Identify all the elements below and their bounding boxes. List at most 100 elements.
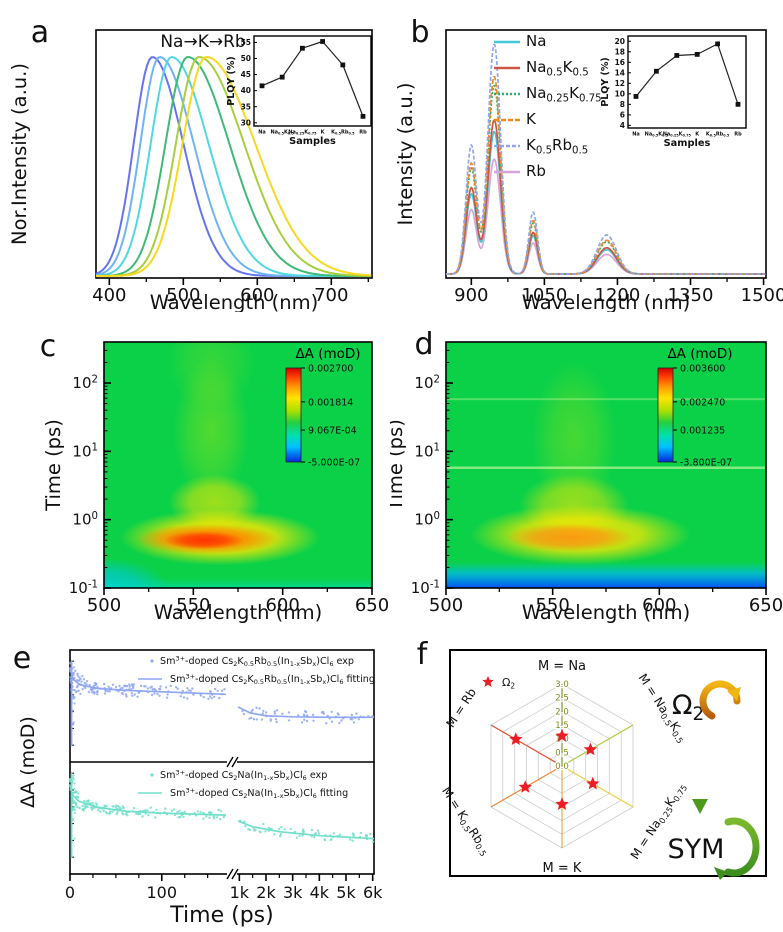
colorbar-label: 0.001235 [680,426,725,437]
inset-a-ylabel: PLQY (%) [226,56,237,105]
panel-d-xlabel: Wavelength (nm) [522,601,690,624]
radar-star [583,742,598,756]
inset-a-marker [340,62,346,68]
radar-rtick: 1.5 [555,721,569,731]
omega2-label: Ω2 [672,690,704,725]
colorbar-title: ΔA (moD) [667,346,732,362]
panel-c-chart: c 500 550 600 650 Wavelength (nm) Time (ps) 10-… [40,329,389,624]
inset-b-category: Na0.5K0.5 [645,132,669,138]
legend-star-icon [482,676,494,687]
xtick-label: 500 [429,595,463,616]
inset-b-marker [654,68,659,74]
xtick-label: 1200 [595,285,641,306]
panel-b-legend: Na Na0.5K0.5 Na0.25K0.75 K K0.5Rb0.5 Rb [494,32,602,180]
xtick-label: 4k [310,883,330,902]
radar-rtick: 2.0 [555,707,569,717]
xtick-label: 1350 [668,285,714,306]
inset-a-ytick: 55 [241,38,251,47]
xtick-label: 600 [240,285,274,306]
xtick-label: 400 [92,285,126,306]
heatmap-surface [446,342,766,588]
inset-a-marker [279,74,285,80]
panel-a-annotation: Na→K→Rb [160,32,245,52]
panel-d-chart: d 500 550 600 650 Wavelength (nm) Time (ps) 10-… [384,327,783,624]
xtick-label: 650 [355,595,389,616]
colorbar [285,367,302,463]
inset-a-category: Na [258,130,266,136]
xtick-label: 2k [256,883,276,902]
plot-frame [449,649,767,877]
inset-b-ytick: 4 [620,121,625,130]
colorbar-label: 0.002470 [680,397,725,408]
inset-a-marker [320,39,325,44]
xtick-label: 1050 [521,285,567,306]
inset-a-ytick: 30 [241,118,251,127]
legend-fit: Sm3+-doped Cs2K0.5Rb0.5(In1-xSbx)Cl6 fit… [170,672,375,686]
panel-f-letter: f [417,637,429,672]
inset-b-category: K [695,132,700,138]
radar-axis-label: M = Na [538,659,586,674]
legend-label: K0.5Rb0.5 [526,136,588,156]
heatmap-surface [104,342,372,588]
panel-b: b 900 1050 1200 1350 1500 Wavelength (nm) Inten… [390,0,783,316]
ytick-label: 102 [72,374,98,392]
decay-subplot-0: Sm3+-doped Cs2K0.5Rb0.5(In1-xSbx)Cl6 exp… [68,654,375,747]
panel-a-letter: a [31,15,49,50]
inset-a-category: Na0.25K0.75 [288,130,317,136]
inset-b-marker [674,53,680,58]
inset-b-marker [694,52,700,57]
radar-axis-label: M = K [543,861,582,876]
xtick-label: 100 [146,883,177,902]
ytick-label: 102 [414,374,440,392]
inset-a-category: K [321,130,326,136]
colorbar-label: -5.000E-07 [308,458,360,469]
xtick-label: 6k [363,883,383,902]
xtick-label: 5k [336,883,356,902]
omega2-arrowhead-icon [727,687,741,701]
panel-e-chart: e 0 100 1k 2k 3k 4k 5k 6k Time (ps) ΔA (moD) Sm3+-d… [13,641,383,928]
inset-a-box [253,35,372,127]
inset-b-box [627,35,747,129]
inset-b-ytick: 14 [615,68,625,77]
xtick-label: 600 [642,595,676,616]
radar-legend-label: Ω2 [502,676,515,690]
colorbar-label: 9.067E-04 [308,426,357,437]
xtick-label: 1k [230,883,250,902]
colorbar-title: ΔA (moD) [295,346,360,362]
xtick-label: 500 [166,285,200,306]
panel-a: a 400 500 600 700 Wavelength (nm) Nor.Intensit… [0,0,390,316]
panel-c-xlabel: Wavelength (nm) [154,601,322,624]
xtick-label: 550 [176,595,210,616]
inset-a-ytick: 35 [241,102,251,111]
panel-e-xlabel: Time (ps) [169,903,273,928]
panel-c-letter: c [40,329,57,364]
panel-e: e 0 100 1k 2k 3k 4k 5k 6k Time (ps) ΔA (moD) Sm3+-d… [0,624,390,932]
inset-b-ylabel: PLQY (%) [600,57,611,106]
xtick-label: 650 [749,595,783,616]
radar-star [518,780,532,793]
radar-axis-label: M = Rb [443,686,479,731]
inset-b-ytick: 18 [615,47,625,56]
ytick-label: 100 [72,511,98,529]
panel-d-ylabel: Time (ps) [390,419,407,512]
inset-b-ytick: 12 [615,79,625,88]
colorbar-label: 0.001814 [308,397,353,408]
inset-b-marker [633,94,639,99]
plot-frame [445,29,767,279]
inset-a-category: Na0.5K0.5 [270,130,294,136]
radar-rtick: 1.0 [555,735,569,745]
xtick-label: 1500 [741,285,783,306]
radar-rtick: 0.5 [555,748,569,758]
radar-rtick: 2.5 [555,694,569,704]
legend-fit: Sm3+-doped Cs2Na(In1-xSbx)Cl6 fitting [170,786,348,800]
inset-a-xlabel: Samples [289,136,336,147]
sym-label: SYM [668,834,725,865]
xtick-label: 900 [454,285,488,306]
panel-b-ylabel: Intensity (a.u.) [394,83,417,226]
inset-b-marker [735,101,741,107]
legend-exp: Sm3+-doped Cs2Na(In1-xSbx)Cl6 exp [160,768,327,782]
panel-d-letter: d [414,327,433,362]
inset-a-category: Rb [359,130,367,136]
